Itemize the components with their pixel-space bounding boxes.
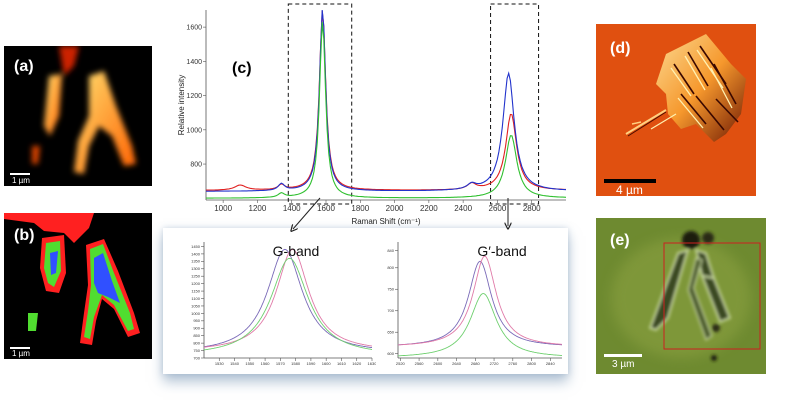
y-tick-label: 1250	[191, 274, 201, 279]
x-tick-label: 2560	[415, 361, 425, 366]
x-tick-label: 2800	[523, 204, 541, 213]
y-tick-label: 850	[193, 333, 200, 338]
x-tick-label: 2600	[433, 361, 443, 366]
y-tick-label: 1200	[186, 93, 202, 100]
chart-title: G′-band	[477, 243, 526, 259]
x-tick-label: 2680	[471, 361, 481, 366]
y-tick-label: 1000	[186, 127, 202, 134]
x-tick-label: 1800	[351, 204, 369, 213]
zoom-region-box	[490, 3, 540, 205]
x-tick-label: 1600	[317, 204, 335, 213]
y-tick-label: 800	[193, 341, 200, 346]
series-line-red	[206, 10, 566, 191]
x-tick-label: 2800	[527, 361, 537, 366]
y-tick-label: 750	[193, 348, 200, 353]
g-band-arrow	[293, 197, 321, 229]
x-tick-label: 1610	[337, 361, 347, 366]
main-spectrum-chart: 1000 1200 1400 1600 1800 2000 2200 2400 2600 2800…	[177, 3, 567, 226]
panel-d-scalebar	[604, 179, 656, 183]
x-tick-label: 1530	[215, 361, 225, 366]
panel-e-image: (e) 3 µm	[596, 218, 766, 374]
x-tick-label: 2640	[452, 361, 462, 366]
x-tick-label: 1590	[306, 361, 316, 366]
y-tick-label: 600	[387, 351, 394, 356]
g-band-chart: 1530 1540 1550 1560 1570 1580 1590 1600 1610 1620…	[191, 242, 376, 366]
x-tick-label: 1630	[368, 361, 376, 366]
series-line-purple	[398, 260, 562, 346]
panel-c-label: (c)	[232, 60, 252, 77]
x-tick-label: 1570	[276, 361, 286, 366]
zoom-inset-box	[163, 228, 568, 374]
y-tick-label: 650	[387, 330, 394, 335]
x-axis-label: Raman Shift (cm⁻¹)	[351, 217, 420, 226]
y-tick-label: 950	[193, 318, 200, 323]
x-tick-label: 2600	[489, 204, 507, 213]
series-line-green	[398, 293, 563, 357]
y-tick-label: 800	[387, 265, 394, 270]
chart-title: G-band	[273, 243, 320, 259]
y-tick-label: 1100	[191, 296, 200, 301]
x-tick-label: 1620	[352, 361, 362, 366]
y-tick-label: 1050	[191, 303, 201, 308]
x-tick-label: 2760	[508, 361, 518, 366]
series-line-pink	[204, 248, 373, 348]
y-tick-label: 1350	[191, 259, 201, 264]
panel-d-scalebar-label: 4 µm	[616, 183, 643, 196]
y-tick-label: 1000	[191, 311, 201, 316]
panel-e-scalebar-label: 3 µm	[612, 359, 635, 370]
x-tick-label: 1000	[214, 204, 232, 213]
x-tick-label: 1400	[283, 204, 301, 213]
panel-d-afm	[625, 34, 746, 142]
panel-d-image: (d) 4 µm	[596, 24, 756, 196]
panel-e-label: (e)	[610, 232, 630, 249]
panel-b-segmentation	[4, 213, 140, 345]
y-tick-label: 700	[387, 308, 394, 313]
x-tick-label: 1580	[291, 361, 301, 366]
panel-a-scalebar-label: 1 µm	[12, 176, 30, 185]
x-tick-label: 1560	[261, 361, 271, 366]
panel-e-optical	[611, 231, 761, 361]
x-tick-label: 1550	[245, 361, 255, 366]
y-tick-label: 750	[387, 287, 394, 292]
g-prime-band-chart: 2520 2560 2600 2640 2680 2720 2760 2800 2840 600 6…	[387, 242, 563, 366]
x-tick-label: 2720	[490, 361, 500, 366]
x-tick-label: 2840	[546, 361, 556, 366]
x-tick-label: 2400	[454, 204, 472, 213]
x-tick-label: 2520	[396, 361, 406, 366]
panel-b-image: (b) 1 µm	[4, 213, 152, 359]
panel-a-micrograph	[32, 46, 136, 174]
y-tick-label: 1300	[191, 266, 201, 271]
x-tick-label: 1600	[322, 361, 332, 366]
series-line-blue	[206, 9, 567, 192]
panel-d-label: (d)	[610, 40, 631, 57]
panel-b-scalebar	[10, 347, 30, 349]
x-tick-label: 1200	[249, 204, 267, 213]
series-line-green	[206, 22, 567, 199]
y-tick-label: 800	[190, 162, 202, 169]
y-tick-label: 1150	[191, 288, 200, 293]
panel-a-label: (a)	[14, 58, 34, 75]
y-tick-label: 840	[387, 248, 394, 253]
panel-a-image: (a) 1 µm	[4, 46, 152, 186]
y-tick-label: 1600	[186, 25, 202, 32]
y-tick-label: 1450	[191, 244, 201, 249]
y-tick-label: 700	[193, 355, 200, 360]
y-tick-label: 1400	[186, 59, 202, 66]
panel-e-scalebar	[604, 354, 642, 357]
series-line-pink	[398, 255, 562, 346]
series-line-green	[203, 257, 373, 351]
zoom-region-box	[287, 3, 353, 205]
y-tick-label: 1400	[191, 251, 201, 256]
x-tick-label: 2000	[386, 204, 404, 213]
panel-b-label: (b)	[14, 227, 35, 244]
x-tick-label: 2200	[420, 204, 438, 213]
panel-b-scalebar-label: 1 µm	[12, 349, 30, 358]
y-tick-label: 900	[193, 326, 200, 331]
y-tick-label: 1200	[191, 281, 201, 286]
panel-a-scalebar	[10, 173, 30, 175]
x-tick-label: 1540	[230, 361, 240, 366]
y-axis-label: Relative intensity	[177, 75, 186, 135]
